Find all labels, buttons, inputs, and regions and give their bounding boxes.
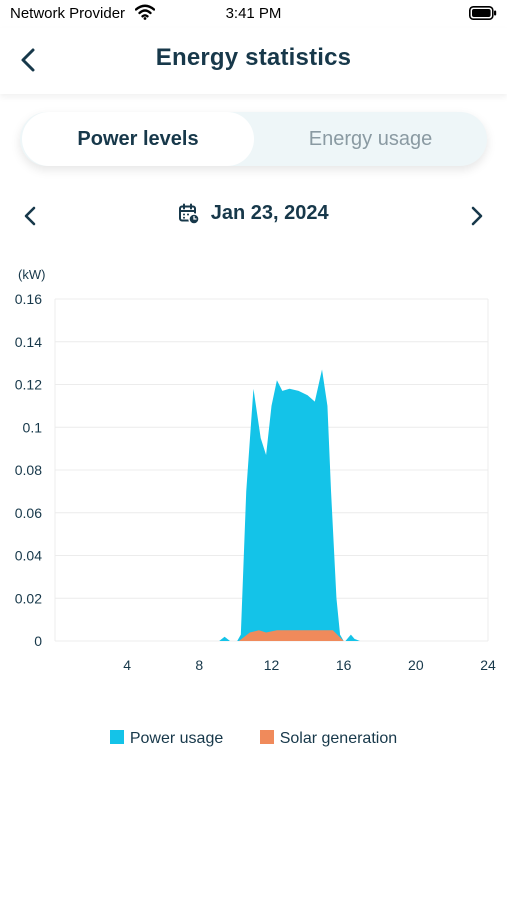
selected-date: Jan 23, 2024 [210, 202, 329, 224]
y-axis-unit-label: (kW) [18, 267, 45, 282]
y-tick-label: 0.12 [15, 377, 42, 393]
battery-icon [469, 6, 497, 20]
y-tick-label: 0.04 [15, 548, 42, 564]
next-day-button[interactable] [467, 204, 485, 228]
legend-item-solar-generation: Solar generation [259, 730, 398, 748]
back-button[interactable] [18, 46, 40, 74]
y-tick-label: 0.02 [15, 590, 42, 606]
legend-swatch-power-usage [109, 730, 124, 744]
legend-swatch-solar-generation [259, 730, 274, 744]
x-tick-label: 8 [195, 657, 203, 673]
calendar-clock-icon [178, 203, 201, 225]
chevron-left-icon [24, 206, 36, 226]
chart-legend: Power usage Solar generation [0, 730, 507, 748]
clock-time: 3:41 PM [225, 5, 282, 22]
legend-label-solar-generation: Solar generation [279, 730, 398, 747]
legend-label-power-usage: Power usage [129, 730, 224, 747]
legend-item-power-usage: Power usage [109, 730, 224, 748]
wifi-icon [134, 4, 156, 24]
area-series-solar-generation [55, 630, 488, 641]
app-header: Energy statistics [0, 28, 507, 94]
tab-switcher: Power levels Energy usage [20, 112, 487, 166]
date-navigator: Jan 23, 2024 [0, 196, 507, 236]
x-tick-label: 20 [408, 657, 424, 673]
previous-day-button[interactable] [22, 204, 40, 228]
y-tick-label: 0.14 [15, 334, 42, 350]
x-tick-label: 12 [264, 657, 280, 673]
chevron-left-icon [21, 48, 35, 72]
x-tick-label: 24 [480, 657, 496, 673]
area-series-power-usage [55, 369, 488, 641]
page-title: Energy statistics [155, 44, 352, 71]
chevron-right-icon [471, 206, 483, 226]
carrier-label: Network Provider [10, 5, 126, 22]
tab-power-levels[interactable]: Power levels [22, 112, 254, 166]
date-selector[interactable]: Jan 23, 2024 [0, 202, 507, 225]
power-chart: (kW) 0.16 0.14 0.12 0.1 0.08 0.06 0.04 0.02 0 4 8 12… [0, 260, 507, 690]
tab-energy-usage[interactable]: Energy usage [308, 128, 433, 150]
y-tick-label: 0.06 [15, 505, 42, 521]
power-chart-svg: (kW) 0.16 0.14 0.12 0.1 0.08 0.06 0.04 0.02 0 4 8 12… [15, 267, 496, 673]
x-tick-label: 4 [123, 657, 131, 673]
y-tick-label: 0.08 [15, 462, 42, 478]
y-tick-label: 0 [34, 633, 42, 649]
y-tick-label: 0.16 [15, 291, 42, 307]
y-tick-label: 0.1 [23, 419, 43, 435]
x-tick-label: 16 [336, 657, 352, 673]
status-bar: Network Provider 3:41 PM [0, 0, 507, 28]
